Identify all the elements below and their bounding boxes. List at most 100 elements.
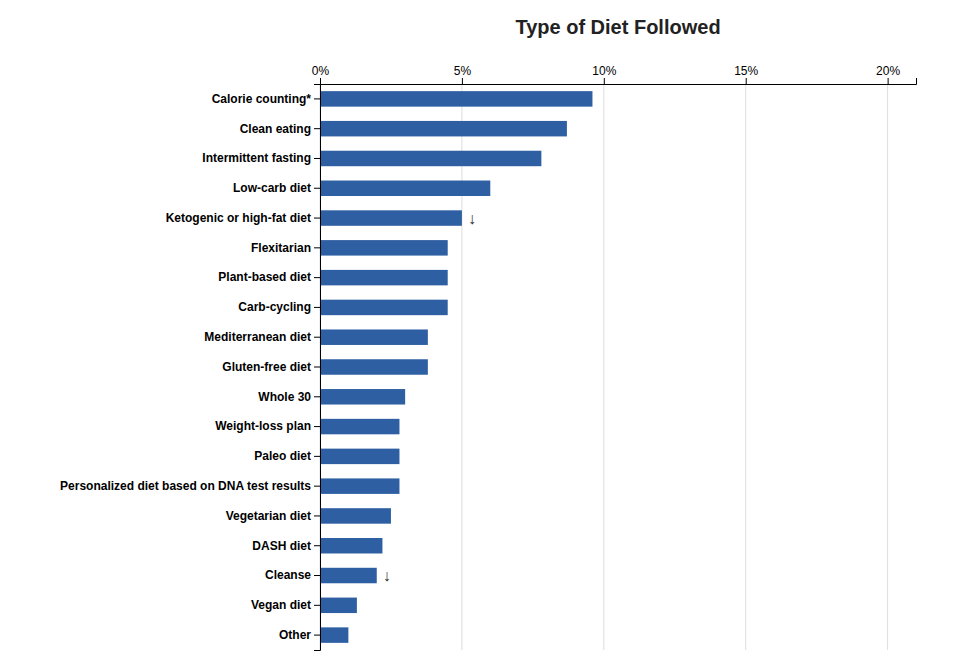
y-tick-mark	[314, 605, 320, 606]
y-tick-mark	[314, 456, 320, 457]
annotation: ↓	[383, 567, 391, 584]
y-tick: Paleo diet	[254, 449, 320, 463]
y-tick-mark	[314, 98, 320, 99]
annotations: ↓↓	[383, 210, 476, 584]
y-tick-label: Vegetarian diet	[226, 509, 311, 523]
bar	[320, 598, 357, 613]
x-tick-mark	[320, 78, 321, 84]
bar	[320, 478, 399, 493]
bar	[320, 210, 462, 225]
x-axis-line	[321, 78, 917, 85]
y-tick-label: Ketogenic or high-fat diet	[166, 211, 311, 225]
y-tick-mark	[314, 128, 320, 129]
y-tick: Other	[279, 628, 320, 642]
y-tick-mark	[314, 635, 320, 636]
y-tick-label: Personalized diet based on DNA test resu…	[60, 479, 311, 493]
x-axis: 0% 5% 10% 15% 20%	[312, 64, 917, 85]
y-tick: Plant-based diet	[218, 270, 320, 284]
y-tick-label: Mediterranean diet	[204, 330, 311, 344]
y-tick-mark	[314, 515, 320, 516]
y-tick-label: Low-carb diet	[233, 181, 311, 195]
y-tick-label: Intermittent fasting	[202, 151, 311, 165]
x-tick-label: 0%	[312, 64, 330, 78]
x-tick-mark	[888, 78, 889, 84]
y-tick: Calorie counting*	[212, 92, 320, 106]
y-tick: Vegan diet	[251, 598, 320, 612]
bars	[320, 91, 592, 643]
y-tick-label: Carb-cycling	[238, 300, 311, 314]
y-tick-mark	[314, 367, 320, 368]
y-tick-label: Vegan diet	[251, 598, 311, 612]
grid-line	[461, 84, 462, 650]
x-tick-label: 5%	[454, 64, 472, 78]
bar	[320, 419, 399, 434]
y-tick-label: Weight-loss plan	[215, 419, 311, 433]
grid-line	[887, 84, 888, 650]
y-tick: Flexitarian	[251, 241, 320, 255]
x-tick: 15%	[734, 64, 758, 84]
bar	[320, 91, 592, 106]
y-tick-mark	[314, 545, 320, 546]
bar	[320, 508, 391, 523]
y-tick: Clean eating	[240, 122, 320, 136]
y-tick-mark	[314, 218, 320, 219]
bar	[320, 449, 399, 464]
x-tick-label: 10%	[592, 64, 616, 78]
y-tick-label: Clean eating	[240, 122, 311, 136]
y-tick-label: Other	[279, 628, 311, 642]
y-tick-label: Flexitarian	[251, 241, 311, 255]
y-tick-mark	[314, 307, 320, 308]
x-tick-mark	[462, 78, 463, 84]
y-tick: Ketogenic or high-fat diet	[166, 211, 320, 225]
chart: 0% 5% 10% 15% 20% Other Vegan diet Cleanse DASH …	[0, 0, 956, 670]
bar	[320, 627, 348, 642]
y-tick: Whole 30	[258, 390, 320, 404]
bar	[320, 359, 428, 374]
x-tick: 0%	[312, 64, 330, 84]
y-tick-mark	[314, 277, 320, 278]
y-tick-mark	[314, 158, 320, 159]
title: Type of Diet Followed	[515, 16, 720, 38]
y-tick-mark	[314, 486, 320, 487]
bar	[320, 121, 567, 136]
grid	[320, 84, 888, 650]
y-tick-label: Gluten-free diet	[222, 360, 311, 374]
y-tick-label: Cleanse	[265, 568, 311, 582]
x-tick-label: 20%	[876, 64, 900, 78]
y-tick-mark	[314, 426, 320, 427]
x-tick: 10%	[592, 64, 616, 84]
y-tick: Intermittent fasting	[202, 151, 320, 165]
x-tick-label: 15%	[734, 64, 758, 78]
x-tick-mark	[604, 78, 605, 84]
grid-line	[603, 84, 604, 650]
bar	[320, 240, 448, 255]
y-tick-label: DASH diet	[252, 539, 311, 553]
bar	[320, 181, 490, 196]
bar	[320, 151, 541, 166]
x-tick: 20%	[876, 64, 900, 84]
bar	[320, 300, 448, 315]
x-tick-mark	[746, 78, 747, 84]
y-tick: Mediterranean diet	[204, 330, 320, 344]
bar	[320, 270, 448, 285]
y-tick: Gluten-free diet	[222, 360, 320, 374]
y-tick-mark	[314, 575, 320, 576]
y-axis: Other Vegan diet Cleanse DASH diet Vegetaria…	[60, 85, 320, 651]
y-tick: Cleanse	[265, 568, 320, 582]
y-tick: Weight-loss plan	[215, 419, 320, 433]
y-tick-mark	[314, 247, 320, 248]
y-tick-label: Calorie counting*	[212, 92, 312, 106]
y-axis-line	[314, 85, 321, 651]
y-tick: Personalized diet based on DNA test resu…	[60, 479, 320, 493]
y-tick-mark	[314, 188, 320, 189]
y-tick: Carb-cycling	[238, 300, 320, 314]
bar	[320, 538, 382, 553]
bar	[320, 329, 428, 344]
x-tick: 5%	[454, 64, 472, 84]
plot: 0% 5% 10% 15% 20% Other Vegan diet Cleanse DASH …	[60, 64, 916, 651]
annotation: ↓	[468, 210, 476, 227]
y-tick-mark	[314, 396, 320, 397]
y-tick: Vegetarian diet	[226, 509, 320, 523]
bar	[320, 568, 377, 583]
y-tick-label: Plant-based diet	[218, 270, 311, 284]
